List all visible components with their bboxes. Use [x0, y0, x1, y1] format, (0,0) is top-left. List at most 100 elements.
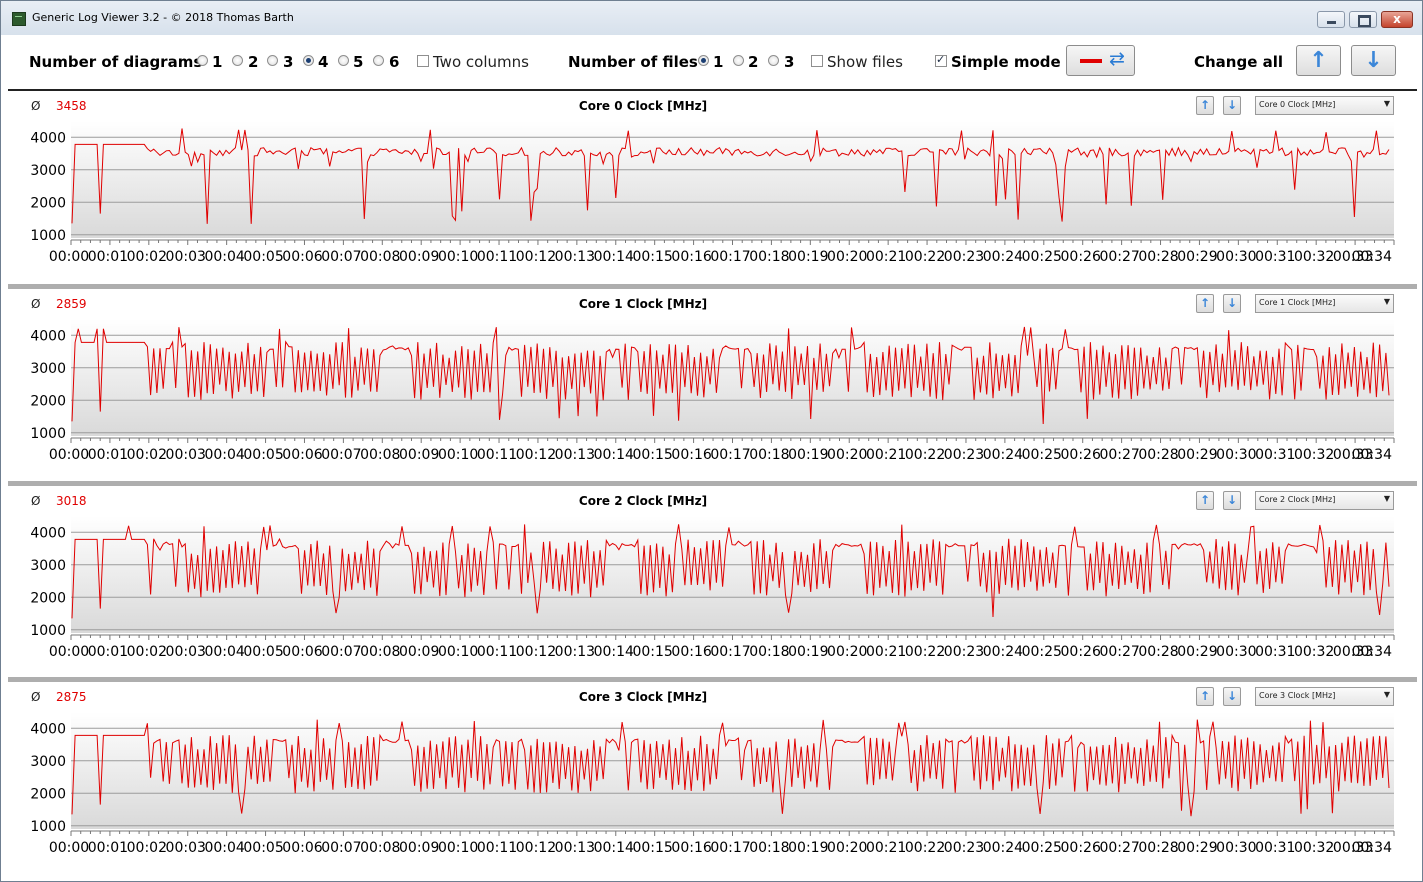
close-button[interactable]: x: [1381, 11, 1413, 28]
channel-select[interactable]: Core 0 Clock [MHz] ▼: [1255, 96, 1394, 115]
files-radio-3[interactable]: [768, 55, 779, 66]
x-tick-label: 00:32: [1294, 644, 1334, 660]
average-value: 2859: [56, 297, 87, 311]
diagrams-radio-4[interactable]: [303, 55, 314, 66]
x-tick-label: 00:13: [555, 840, 595, 856]
move-down-button[interactable]: ↓: [1223, 491, 1241, 510]
x-tick-label: 00:31: [1255, 447, 1295, 463]
series-line: [71, 524, 1390, 619]
arrow-down-icon: ↓: [1226, 493, 1238, 507]
average-value: 3458: [56, 99, 87, 113]
x-tick-label: 00:15: [632, 249, 672, 265]
x-tick-label: 00:03: [166, 644, 206, 660]
channel-select-value: Core 3 Clock [MHz]: [1259, 691, 1336, 700]
channel-select[interactable]: Core 1 Clock [MHz] ▼: [1255, 294, 1394, 313]
y-tick-label: 3000: [30, 558, 66, 574]
x-tick-label: 00:09: [399, 840, 439, 856]
diagram-title: Core 3 Clock [MHz]: [578, 690, 708, 704]
y-tick-label: 4000: [30, 130, 66, 146]
x-tick-label: 00:30: [1216, 644, 1256, 660]
x-tick-label: 00:07: [321, 644, 361, 660]
files-radio-2-label: 2: [748, 53, 759, 71]
two-columns-checkbox[interactable]: [417, 55, 429, 67]
average-symbol: Ø: [31, 297, 41, 311]
x-tick-label: 00:10: [438, 840, 478, 856]
panel-splitter[interactable]: [8, 677, 1417, 682]
x-tick-label: 00:32: [1294, 249, 1334, 265]
channel-select[interactable]: Core 2 Clock [MHz] ▼: [1255, 491, 1394, 510]
move-all-down-button[interactable]: ↓: [1351, 45, 1396, 76]
x-tick-label: 00:18: [749, 644, 789, 660]
x-tick-label: 00:11: [477, 840, 517, 856]
diagram-title: Core 2 Clock [MHz]: [578, 494, 708, 508]
move-up-button[interactable]: ↑: [1196, 96, 1214, 115]
change-all-label: Change all: [1194, 53, 1284, 71]
move-down-button[interactable]: ↓: [1223, 96, 1241, 115]
x-tick-label: 00:19: [788, 644, 828, 660]
arrow-down-icon: ↓: [1364, 48, 1383, 73]
diagram-panel: Ø 3458 Core 0 Clock [MHz] ↑ ↓ Core 0 Clock [M…: [8, 91, 1417, 288]
x-tick-label: 00:18: [749, 447, 789, 463]
move-up-button[interactable]: ↑: [1196, 294, 1214, 313]
diagrams-radio-2-label: 2: [248, 53, 259, 71]
arrow-down-icon: ↓: [1226, 296, 1238, 310]
diagram-panel: Ø 3018 Core 2 Clock [MHz] ↑ ↓ Core 2 Clock [M…: [8, 486, 1417, 683]
x-tick-label: 00:22: [905, 644, 945, 660]
move-up-button[interactable]: ↑: [1196, 491, 1214, 510]
panel-splitter[interactable]: [8, 284, 1417, 289]
x-tick-label: 00:16: [671, 249, 711, 265]
simple-mode-checkbox[interactable]: [935, 53, 947, 67]
x-tick-label: 00:02: [127, 249, 167, 265]
move-down-button[interactable]: ↓: [1223, 294, 1241, 313]
x-tick-label: 00:24: [983, 840, 1023, 856]
x-tick-label: 00:25: [1022, 249, 1062, 265]
channel-select-value: Core 0 Clock [MHz]: [1259, 100, 1336, 109]
x-tick-label: 00:06: [282, 249, 322, 265]
x-tick-label: 00:31: [1255, 249, 1295, 265]
title-bar[interactable]: Generic Log Viewer 3.2 - © 2018 Thomas B…: [1, 1, 1422, 35]
x-tick-label: 00:14: [594, 644, 634, 660]
arrow-down-icon: ↓: [1226, 689, 1238, 703]
x-tick-label: 00:31: [1255, 644, 1295, 660]
x-tick-label: 00:02: [127, 644, 167, 660]
diagrams-radio-2[interactable]: [232, 55, 243, 66]
x-tick-label: 00:18: [749, 249, 789, 265]
x-tick-label: 00:04: [204, 840, 244, 856]
x-tick-label: 00:04: [204, 447, 244, 463]
move-down-button[interactable]: ↓: [1223, 687, 1241, 706]
x-tick-label: 00:30: [1216, 447, 1256, 463]
x-tick-label: 00:19: [788, 447, 828, 463]
minimize-button[interactable]: [1317, 11, 1345, 28]
average-value: 2875: [56, 690, 87, 704]
files-radio-2[interactable]: [733, 55, 744, 66]
panel-splitter[interactable]: [8, 481, 1417, 486]
y-tick-label: 1000: [30, 228, 66, 244]
x-tick-label: 00:25: [1022, 644, 1062, 660]
files-radio-1[interactable]: [698, 55, 709, 66]
move-up-button[interactable]: ↑: [1196, 687, 1214, 706]
arrow-up-icon: ↑: [1309, 48, 1328, 73]
move-all-up-button[interactable]: ↑: [1296, 45, 1341, 76]
x-tick-label: 00:03: [166, 447, 206, 463]
channel-select[interactable]: Core 3 Clock [MHz] ▼: [1255, 687, 1394, 706]
average-symbol: Ø: [31, 690, 41, 704]
diagrams-radio-1[interactable]: [197, 55, 208, 66]
line-style-sync-button[interactable]: ⇄: [1066, 45, 1135, 76]
diagrams-radio-3[interactable]: [267, 55, 278, 66]
x-tick-label: 00:22: [905, 840, 945, 856]
maximize-button[interactable]: [1349, 11, 1377, 28]
x-tick-label: 00:09: [399, 644, 439, 660]
x-tick-label: 00:13: [555, 249, 595, 265]
chevron-down-icon: ▼: [1383, 690, 1390, 699]
x-tick-label: 00:04: [204, 249, 244, 265]
show-files-checkbox[interactable]: [811, 55, 823, 67]
x-tick-label: 00:34: [1352, 644, 1392, 660]
diagrams-radio-5[interactable]: [338, 55, 349, 66]
line-chart: 400030002000100000:0000:0100:0200:0300:0…: [30, 121, 1395, 265]
x-tick-label: 00:06: [282, 447, 322, 463]
x-tick-label: 00:25: [1022, 447, 1062, 463]
x-tick-label: 00:20: [827, 249, 867, 265]
x-tick-label: 00:07: [321, 447, 361, 463]
diagrams-radio-6[interactable]: [373, 55, 384, 66]
